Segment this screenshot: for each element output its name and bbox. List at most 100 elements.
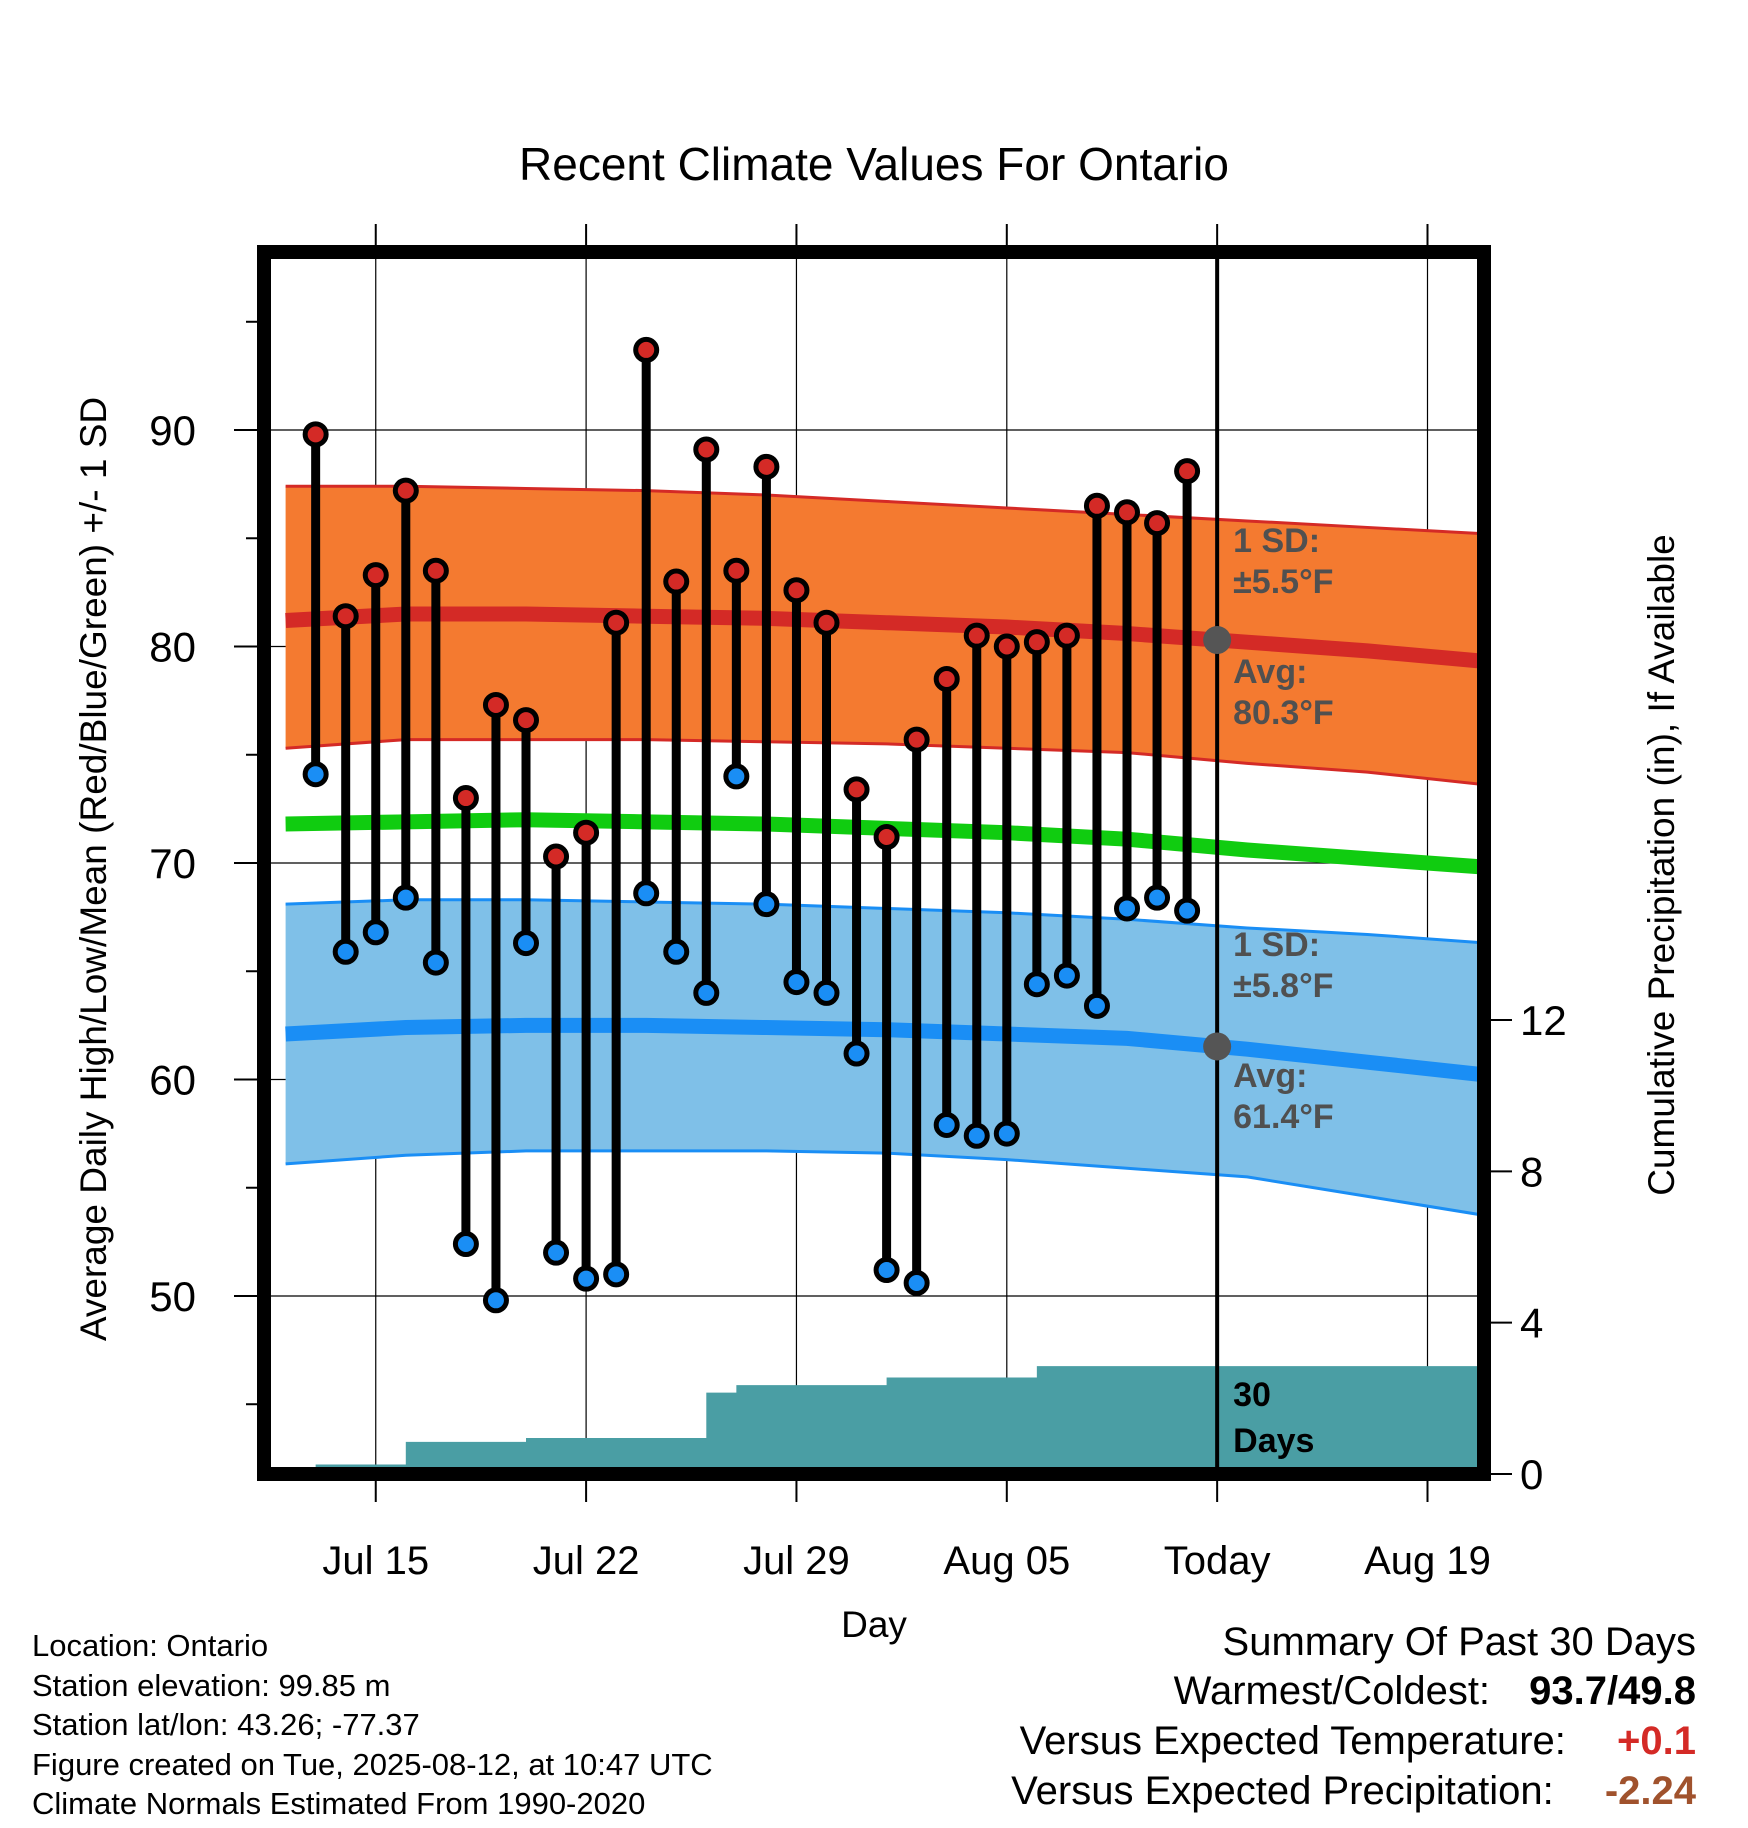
high-point: [753, 453, 780, 480]
low-point: [302, 761, 329, 788]
high-point: [933, 665, 960, 692]
low-sd-label: 1 SD:: [1233, 926, 1320, 964]
x-tick-label: Aug 19: [1364, 1539, 1491, 1583]
station-info: Location: Ontario Station elevation: 99.…: [32, 1626, 713, 1824]
low-point: [783, 969, 810, 996]
high-point: [963, 622, 990, 649]
high-point: [603, 609, 630, 636]
y2-tick-label: 12: [1520, 997, 1567, 1044]
low-avg-label: Avg:: [1233, 1057, 1307, 1095]
y-tick-label: 70: [149, 840, 196, 887]
x-tick-label: Today: [1164, 1539, 1271, 1583]
high-point: [903, 726, 930, 753]
summary-title: Summary Of Past 30 Days: [1222, 1620, 1696, 1664]
high-point: [513, 707, 539, 734]
y2-tick-label: 0: [1520, 1451, 1543, 1498]
low-sd-value: ±5.8°F: [1233, 967, 1333, 1005]
high-point: [1144, 510, 1171, 537]
low-point: [332, 938, 359, 965]
precip-label: Versus Expected Precipitation:: [1011, 1769, 1554, 1813]
high-point: [482, 691, 509, 718]
x-tick-label: Jul 29: [743, 1539, 850, 1583]
low-point: [422, 949, 449, 976]
low-avg-value: 61.4°F: [1233, 1098, 1334, 1136]
low-point: [723, 763, 750, 790]
days-label: Days: [1233, 1422, 1314, 1460]
high-sd-label: 1 SD:: [1233, 522, 1320, 560]
low-point: [1144, 884, 1171, 911]
high-upper-line: [285, 484, 1484, 536]
high-point: [783, 577, 810, 604]
low-point: [573, 1265, 600, 1292]
high-lower-line: [285, 738, 1484, 787]
today-high-avg-marker: [1203, 626, 1232, 655]
high-avg-value: 80.3°F: [1233, 694, 1334, 732]
low-point: [1174, 897, 1201, 924]
precip-row: Versus Expected Precipitation: -2.24: [1011, 1766, 1696, 1816]
low-point: [392, 884, 419, 911]
normals-text: Climate Normals Estimated From 1990-2020: [32, 1786, 646, 1821]
high-point: [873, 824, 900, 851]
temp-value: +0.1: [1617, 1719, 1696, 1763]
low-point: [1083, 992, 1110, 1019]
low-point: [1053, 962, 1080, 989]
temp-row: Versus Expected Temperature: +0.1: [1011, 1716, 1696, 1766]
warm-cold-row: Warmest/Coldest: 93.7/49.8: [1011, 1666, 1696, 1716]
created-text: Figure created on Tue, 2025-08-12, at 10…: [32, 1746, 713, 1782]
warm-cold-value: 93.7/49.8: [1529, 1669, 1696, 1713]
low-point: [873, 1257, 900, 1284]
y-tick-label: 60: [149, 1056, 196, 1103]
low-point: [452, 1231, 479, 1258]
low-point: [933, 1111, 960, 1138]
high-point: [663, 568, 690, 595]
high-point: [843, 776, 870, 803]
high-avg-label: Avg:: [1233, 653, 1307, 691]
low-point: [362, 919, 389, 946]
chart-title: Recent Climate Values For Ontario: [519, 138, 1229, 190]
low-point: [693, 979, 720, 1006]
high-point: [1083, 492, 1110, 519]
x-tick-label: Jul 22: [533, 1539, 640, 1583]
high-point: [1023, 629, 1050, 656]
precip-value: -2.24: [1604, 1769, 1696, 1813]
high-point: [813, 609, 840, 636]
low-point: [753, 891, 780, 918]
low-point: [543, 1239, 570, 1266]
low-point: [633, 880, 660, 907]
y2-tick-label: 8: [1520, 1148, 1543, 1195]
high-point: [693, 436, 720, 463]
summary-panel: Summary Of Past 30 Days Warmest/Coldest:…: [1011, 1618, 1696, 1816]
high-sd-value: ±5.5°F: [1233, 563, 1333, 601]
low-point: [963, 1122, 990, 1149]
y2-tick-label: 4: [1520, 1300, 1543, 1347]
warm-cold-label: Warmest/Coldest:: [1173, 1669, 1491, 1713]
low-point: [482, 1287, 509, 1314]
high-point: [422, 557, 449, 584]
days-count: 30: [1233, 1376, 1271, 1414]
high-point: [1174, 458, 1201, 485]
low-point: [1114, 895, 1140, 922]
temp-label: Versus Expected Temperature:: [1019, 1719, 1566, 1763]
high-point: [302, 421, 329, 448]
y-tick-label: 50: [149, 1273, 196, 1320]
high-avg-line: [285, 606, 1484, 669]
high-point: [723, 557, 750, 584]
x-tick-label: Aug 05: [943, 1539, 1070, 1583]
high-point: [1053, 622, 1080, 649]
y-tick-label: 90: [149, 407, 196, 454]
high-point: [452, 785, 479, 812]
y-tick-label: 80: [149, 624, 196, 671]
precip-area: [285, 1366, 1484, 1474]
y2-axis-label: Cumulative Precipitation (in), If Availa…: [1641, 534, 1682, 1196]
low-point: [1023, 971, 1050, 998]
low-point: [993, 1120, 1020, 1147]
low-point: [903, 1269, 930, 1296]
plot-frame: [257, 245, 1491, 1481]
low-point: [513, 930, 539, 957]
high-point: [362, 562, 389, 589]
low-point: [663, 938, 690, 965]
low-point: [843, 1040, 870, 1067]
high-point: [573, 819, 600, 846]
